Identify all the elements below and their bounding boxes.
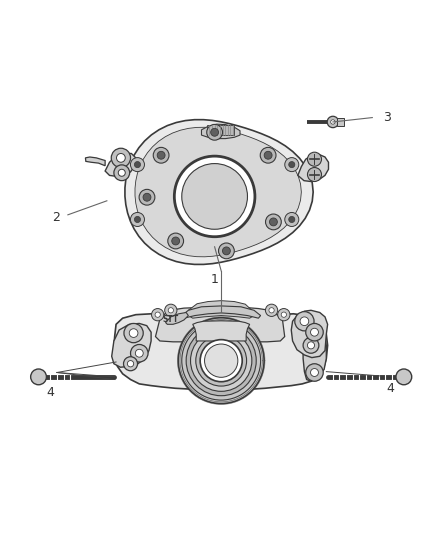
Circle shape — [211, 128, 219, 136]
Circle shape — [31, 369, 46, 385]
Circle shape — [117, 154, 125, 162]
Circle shape — [118, 169, 125, 176]
Circle shape — [131, 213, 145, 227]
Text: 3: 3 — [383, 111, 391, 124]
Circle shape — [127, 361, 134, 367]
Circle shape — [264, 151, 272, 159]
Circle shape — [172, 237, 180, 245]
Circle shape — [129, 329, 138, 337]
Circle shape — [155, 312, 160, 317]
Polygon shape — [188, 310, 254, 318]
Circle shape — [289, 216, 295, 223]
FancyBboxPatch shape — [337, 118, 344, 126]
Circle shape — [135, 349, 143, 357]
Polygon shape — [114, 314, 328, 391]
Circle shape — [307, 152, 321, 166]
Polygon shape — [85, 157, 105, 166]
Circle shape — [114, 165, 130, 181]
Circle shape — [182, 164, 247, 229]
Polygon shape — [291, 310, 328, 358]
Polygon shape — [125, 120, 313, 264]
Polygon shape — [112, 324, 151, 367]
Circle shape — [269, 218, 277, 226]
Text: 2: 2 — [53, 211, 60, 224]
Circle shape — [157, 151, 165, 159]
Circle shape — [191, 330, 252, 391]
Circle shape — [311, 368, 318, 376]
Circle shape — [306, 324, 323, 341]
Polygon shape — [298, 155, 328, 182]
Polygon shape — [166, 312, 188, 324]
Polygon shape — [193, 321, 250, 341]
Circle shape — [131, 158, 145, 172]
Circle shape — [300, 317, 309, 326]
Circle shape — [200, 340, 242, 382]
Polygon shape — [155, 307, 285, 342]
Circle shape — [196, 335, 247, 386]
Circle shape — [285, 213, 299, 227]
Circle shape — [131, 344, 148, 362]
Circle shape — [260, 147, 276, 163]
Polygon shape — [182, 306, 261, 318]
Circle shape — [168, 308, 173, 313]
Circle shape — [205, 344, 238, 377]
Circle shape — [265, 304, 278, 317]
Circle shape — [153, 147, 169, 163]
Circle shape — [111, 148, 131, 167]
Circle shape — [182, 321, 261, 400]
Text: STT: STT — [162, 316, 179, 325]
Circle shape — [139, 189, 155, 205]
Circle shape — [307, 167, 321, 182]
Circle shape — [134, 216, 141, 223]
Circle shape — [331, 120, 335, 124]
Circle shape — [143, 193, 151, 201]
Circle shape — [207, 124, 223, 140]
Circle shape — [165, 304, 177, 317]
FancyBboxPatch shape — [207, 125, 234, 135]
Text: 1: 1 — [211, 273, 219, 286]
Circle shape — [396, 369, 412, 385]
Polygon shape — [135, 127, 301, 257]
Circle shape — [174, 156, 255, 237]
Circle shape — [311, 328, 318, 336]
Circle shape — [307, 342, 314, 349]
Circle shape — [134, 161, 141, 168]
Circle shape — [285, 158, 299, 172]
Circle shape — [124, 324, 143, 343]
Polygon shape — [188, 301, 252, 312]
Circle shape — [303, 337, 319, 353]
Circle shape — [281, 312, 286, 317]
Circle shape — [306, 364, 323, 381]
Circle shape — [278, 309, 290, 321]
Circle shape — [295, 312, 314, 331]
Text: 4: 4 — [46, 386, 54, 399]
Polygon shape — [105, 154, 136, 176]
Circle shape — [178, 318, 264, 403]
Circle shape — [265, 214, 281, 230]
Circle shape — [168, 233, 184, 249]
Polygon shape — [303, 326, 326, 381]
Circle shape — [219, 243, 234, 259]
Circle shape — [327, 116, 339, 128]
Circle shape — [223, 247, 230, 255]
Circle shape — [289, 161, 295, 168]
Circle shape — [269, 308, 274, 313]
Circle shape — [152, 309, 164, 321]
Circle shape — [186, 326, 256, 395]
Polygon shape — [201, 124, 240, 139]
Text: 4: 4 — [387, 382, 395, 395]
Circle shape — [124, 357, 138, 371]
